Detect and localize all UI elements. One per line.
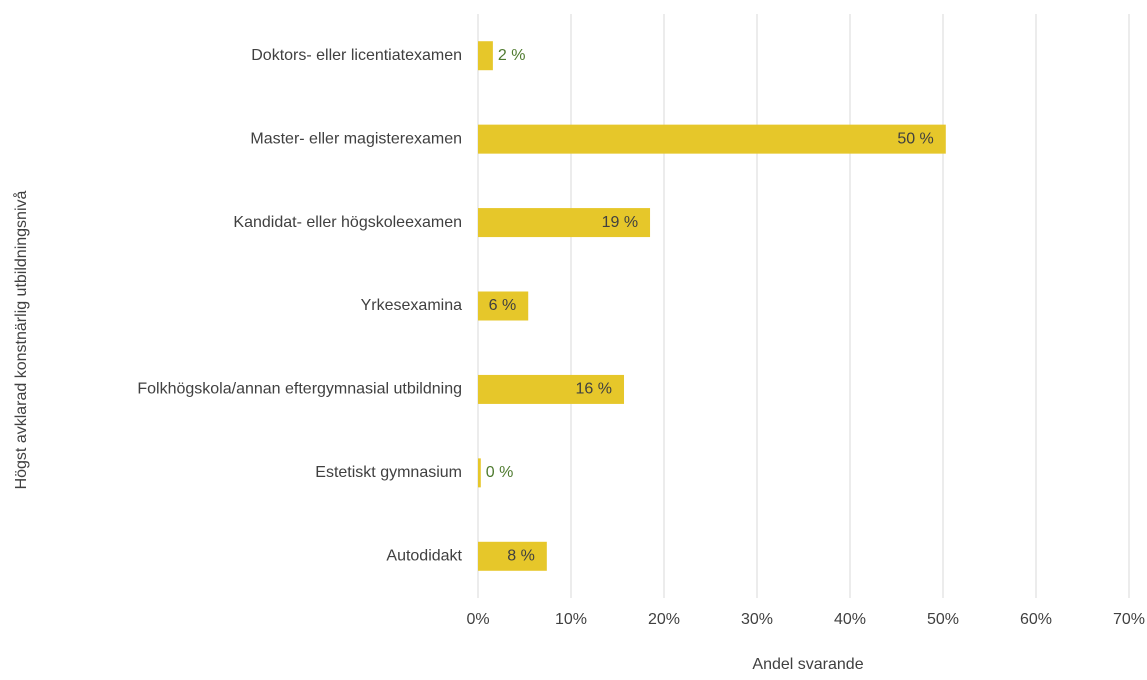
bar: [478, 208, 651, 238]
data-label: 8 %: [507, 548, 535, 565]
x-tick-label: 50%: [927, 611, 959, 628]
y-tick-label: Yrkesexamina: [361, 297, 462, 314]
data-label: 16 %: [576, 381, 612, 398]
data-label: 50 %: [897, 130, 933, 147]
y-tick-label: Master- eller magisterexamen: [250, 130, 462, 147]
bar: [478, 458, 481, 488]
y-axis-title: Högst avklarad konstnärlig utbildningsni…: [12, 190, 30, 489]
y-tick-label: Kandidat- eller högskoleexamen: [233, 214, 462, 231]
y-tick-label: Folkhögskola/annan eftergymnasial utbild…: [137, 381, 462, 398]
x-axis-title: Andel svarande: [752, 656, 863, 673]
x-tick-label: 60%: [1020, 611, 1052, 628]
data-label: 2 %: [498, 47, 526, 64]
x-tick-label: 10%: [555, 611, 587, 628]
bar: [478, 291, 529, 321]
data-label: 6 %: [489, 297, 517, 314]
bar: [478, 541, 547, 571]
y-tick-label: Autodidakt: [386, 548, 462, 565]
bar: [478, 41, 493, 71]
x-tick-label: 0%: [466, 611, 489, 628]
bar: [478, 374, 625, 404]
x-tick-label: 70%: [1113, 611, 1145, 628]
x-tick-label: 30%: [741, 611, 773, 628]
y-tick-label: Doktors- eller licentiatexamen: [251, 47, 462, 64]
x-tick-label: 40%: [834, 611, 866, 628]
y-tick-label: Estetiskt gymnasium: [315, 464, 462, 481]
data-label: 0 %: [486, 464, 514, 481]
x-tick-label: 20%: [648, 611, 680, 628]
bar: [478, 124, 946, 154]
data-label: 19 %: [602, 214, 638, 231]
